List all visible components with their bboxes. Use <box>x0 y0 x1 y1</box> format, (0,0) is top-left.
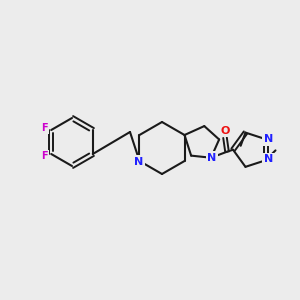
Text: N: N <box>134 157 143 167</box>
Text: F: F <box>41 151 47 161</box>
Text: F: F <box>41 123 47 133</box>
Text: N: N <box>207 153 217 163</box>
Text: O: O <box>220 126 230 136</box>
Text: N: N <box>264 154 273 164</box>
Text: N: N <box>264 134 273 144</box>
